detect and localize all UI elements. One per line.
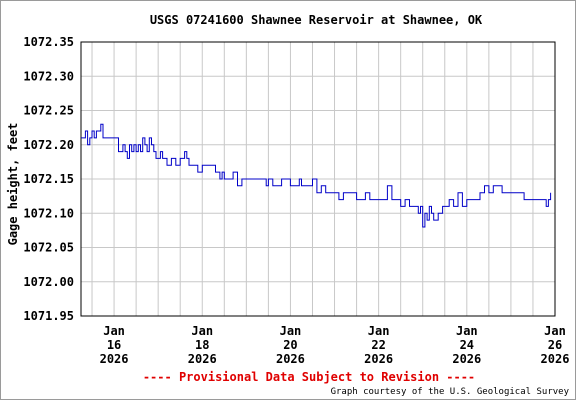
x-tick-label-year: 2026: [541, 352, 570, 366]
usgs-credit: Graph courtesy of the U.S. Geological Su…: [331, 387, 570, 397]
grid-lines: [81, 42, 555, 316]
x-tick-label-year: 2026: [452, 352, 481, 366]
y-tick-label: 1072.25: [23, 104, 74, 118]
x-tick-label-year: 2026: [188, 352, 217, 366]
provisional-notice: ---- Provisional Data Subject to Revisio…: [143, 370, 475, 384]
y-tick-label: 1072.00: [23, 275, 74, 289]
y-tick-label: 1072.35: [23, 35, 74, 49]
x-tick-label-day: 16: [107, 338, 121, 352]
y-tick-label: 1072.30: [23, 69, 74, 83]
gage-height-series-line: [81, 123, 552, 228]
y-axis-label: Gage height, feet: [6, 123, 20, 246]
x-tick-label-day: 26: [548, 338, 562, 352]
x-tick-label-day: 22: [371, 338, 385, 352]
y-tick-label: 1072.15: [23, 172, 74, 186]
x-tick-label-month: Jan: [544, 324, 566, 338]
plot-area: [80, 41, 556, 317]
x-tick-label-year: 2026: [364, 352, 393, 366]
x-tick-label-year: 2026: [100, 352, 129, 366]
x-tick-label-month: Jan: [368, 324, 390, 338]
x-tick-label-month: Jan: [280, 324, 302, 338]
x-tick-label-month: Jan: [456, 324, 478, 338]
x-tick-label-month: Jan: [103, 324, 125, 338]
x-tick-label-day: 20: [283, 338, 297, 352]
x-tick-label-month: Jan: [191, 324, 213, 338]
y-axis-ticks: 1072.35 1072.30 1072.25 1072.20 1072.15 1072.…: [23, 35, 74, 323]
y-tick-label: 1072.05: [23, 241, 74, 255]
chart-title: USGS 07241600 Shawnee Reservoir at Shawn…: [150, 13, 483, 27]
y-tick-label: 1071.95: [23, 309, 74, 323]
x-tick-label-year: 2026: [276, 352, 305, 366]
series-group: [81, 123, 552, 228]
y-tick-label: 1072.10: [23, 206, 74, 220]
x-tick-label-day: 24: [460, 338, 474, 352]
y-tick-label: 1072.20: [23, 138, 74, 152]
x-axis-ticks: Jan162026Jan182026Jan202026Jan222026Jan2…: [100, 324, 570, 366]
x-tick-label-day: 18: [195, 338, 209, 352]
